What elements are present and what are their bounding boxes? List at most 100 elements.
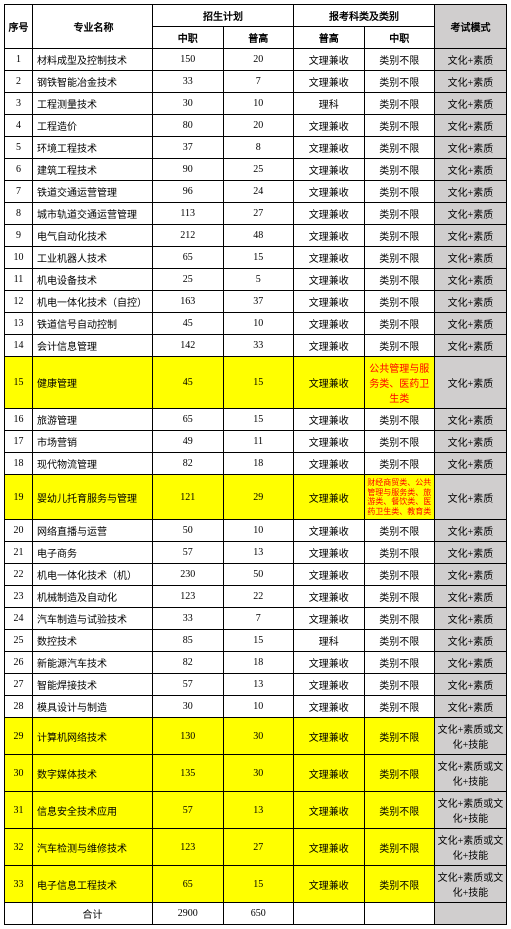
table-row: 8城市轨道交通运营管理11327文理兼收类别不限文化+素质 [5,203,507,225]
cell-exammode: 文化+素质 [435,335,507,357]
cell-plan-zhongzhi: 113 [153,203,224,225]
cell-index: 7 [5,181,33,203]
cell-plan-pugao: 10 [223,93,294,115]
cell-name: 工业机器人技术 [33,247,153,269]
cell-exammode: 文化+素质 [435,49,507,71]
cell-cat-zhongzhi: 类别不限 [364,755,435,792]
cell-name: 数控技术 [33,630,153,652]
cell-cat-pugao: 文理兼收 [294,431,365,453]
cell-plan-pugao: 13 [223,542,294,564]
cell-exammode: 文化+素质 [435,71,507,93]
cell-plan-pugao: 29 [223,475,294,520]
cell-plan-zhongzhi: 163 [153,291,224,313]
cell-name: 建筑工程技术 [33,159,153,181]
cell-cat-zhongzhi: 类别不限 [364,630,435,652]
cell-name: 钢铁智能冶金技术 [33,71,153,93]
cell-index: 4 [5,115,33,137]
cell-name: 材料成型及控制技术 [33,49,153,71]
cell-index: 19 [5,475,33,520]
header-name: 专业名称 [33,5,153,49]
table-row: 25数控技术8515理科类别不限文化+素质 [5,630,507,652]
cell-index: 27 [5,674,33,696]
cell-plan-pugao: 11 [223,431,294,453]
cell-plan-zhongzhi: 57 [153,674,224,696]
cell-name: 工程造价 [33,115,153,137]
table-header: 序号 专业名称 招生计划 报考科类及类别 考试模式 中职 普高 普高 中职 [5,5,507,49]
cell-cat-zhongzhi: 类别不限 [364,137,435,159]
table-body: 1材料成型及控制技术15020文理兼收类别不限文化+素质2钢铁智能冶金技术337… [5,49,507,903]
cell-cat-zhongzhi: 类别不限 [364,409,435,431]
cell-cat-zhongzhi: 类别不限 [364,453,435,475]
cell-name: 汽车制造与试验技术 [33,608,153,630]
table-row: 33电子信息工程技术6515文理兼收类别不限文化+素质或文化+技能 [5,866,507,903]
cell-cat-pugao: 文理兼收 [294,755,365,792]
table-row: 21电子商务5713文理兼收类别不限文化+素质 [5,542,507,564]
total-blank3 [364,903,435,925]
cell-index: 32 [5,829,33,866]
table-row: 19婴幼儿托育服务与管理12129文理兼收财经商贸类、公共管理与服务类、旅游类、… [5,475,507,520]
cell-name: 机械制造及自动化 [33,586,153,608]
table-row: 4工程造价8020文理兼收类别不限文化+素质 [5,115,507,137]
cell-exammode: 文化+素质 [435,542,507,564]
cell-name: 婴幼儿托育服务与管理 [33,475,153,520]
cell-cat-pugao: 文理兼收 [294,159,365,181]
cell-plan-pugao: 13 [223,674,294,696]
cell-plan-pugao: 15 [223,357,294,409]
cell-plan-zhongzhi: 123 [153,586,224,608]
header-exammode: 考试模式 [435,5,507,49]
cell-cat-pugao: 文理兼收 [294,313,365,335]
cell-exammode: 文化+素质 [435,630,507,652]
cell-index: 11 [5,269,33,291]
cell-exammode: 文化+素质 [435,453,507,475]
cell-plan-zhongzhi: 150 [153,49,224,71]
cell-index: 8 [5,203,33,225]
cell-plan-pugao: 15 [223,630,294,652]
cell-plan-zhongzhi: 90 [153,159,224,181]
cell-cat-zhongzhi: 类别不限 [364,829,435,866]
cell-index: 10 [5,247,33,269]
cell-exammode: 文化+素质或文化+技能 [435,755,507,792]
table-row: 18现代物流管理8218文理兼收类别不限文化+素质 [5,453,507,475]
header-cat-pugao: 普高 [294,27,365,49]
cell-cat-pugao: 文理兼收 [294,49,365,71]
cell-plan-zhongzhi: 82 [153,652,224,674]
cell-cat-pugao: 文理兼收 [294,829,365,866]
cell-cat-pugao: 文理兼收 [294,247,365,269]
cell-exammode: 文化+素质 [435,181,507,203]
cell-index: 13 [5,313,33,335]
cell-cat-zhongzhi: 类别不限 [364,49,435,71]
header-cat-zhongzhi: 中职 [364,27,435,49]
cell-index: 1 [5,49,33,71]
table-row: 13铁道信号自动控制4510文理兼收类别不限文化+素质 [5,313,507,335]
cell-index: 22 [5,564,33,586]
cell-plan-zhongzhi: 123 [153,829,224,866]
total-label: 合计 [33,903,153,925]
cell-exammode: 文化+素质 [435,674,507,696]
cell-exammode: 文化+素质或文化+技能 [435,829,507,866]
cell-cat-zhongzhi: 类别不限 [364,608,435,630]
cell-exammode: 文化+素质或文化+技能 [435,718,507,755]
cell-cat-pugao: 理科 [294,630,365,652]
cell-index: 14 [5,335,33,357]
header-plan: 招生计划 [153,5,294,27]
cell-index: 6 [5,159,33,181]
cell-plan-zhongzhi: 80 [153,115,224,137]
cell-cat-zhongzhi: 类别不限 [364,520,435,542]
cell-exammode: 文化+素质 [435,159,507,181]
cell-exammode: 文化+素质 [435,247,507,269]
cell-index: 31 [5,792,33,829]
cell-name: 计算机网络技术 [33,718,153,755]
cell-name: 工程测量技术 [33,93,153,115]
cell-index: 21 [5,542,33,564]
cell-plan-zhongzhi: 135 [153,755,224,792]
total-row: 合计 2900 650 [5,903,507,925]
cell-cat-pugao: 文理兼收 [294,453,365,475]
table-row: 30数字媒体技术13530文理兼收类别不限文化+素质或文化+技能 [5,755,507,792]
cell-name: 智能焊接技术 [33,674,153,696]
cell-plan-pugao: 25 [223,159,294,181]
table-row: 11机电设备技术255文理兼收类别不限文化+素质 [5,269,507,291]
cell-plan-pugao: 15 [223,866,294,903]
table-row: 23机械制造及自动化12322文理兼收类别不限文化+素质 [5,586,507,608]
cell-index: 29 [5,718,33,755]
cell-cat-pugao: 文理兼收 [294,225,365,247]
